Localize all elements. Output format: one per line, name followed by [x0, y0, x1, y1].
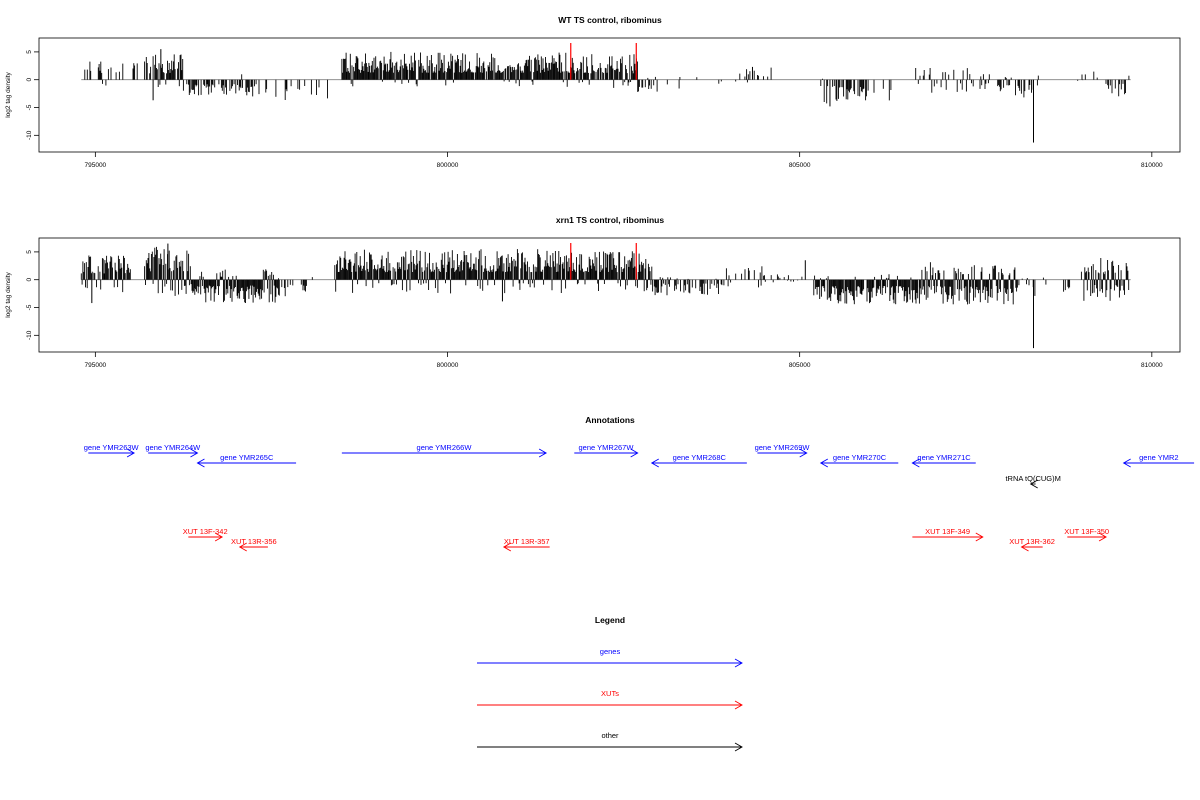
xrn1-x-tick-label-3: 810000 [1141, 362, 1163, 369]
feature-15: XUT 13R-362 [1009, 537, 1055, 552]
feature-9: gene YMR2 [1122, 453, 1195, 468]
feature-label-6: gene YMR269W [755, 443, 811, 452]
feature-12: XUT 13R-356 [231, 537, 277, 552]
feature-label-15: XUT 13R-362 [1009, 537, 1055, 546]
legend-item-2-arrowhead [734, 742, 743, 752]
legend-label-0: genes [600, 647, 621, 656]
feature-6-arrowhead [799, 448, 808, 458]
xrn1-x-tick-label-2: 805000 [789, 362, 811, 369]
feature-12-arrowhead [238, 542, 247, 552]
wt-density-panel: WT TS control, ribominus log2 tag densit… [5, 15, 1181, 169]
feature-16-arrowhead [1098, 532, 1107, 542]
feature-label-10: tRNA tQ(CUG)M [1005, 474, 1060, 483]
wt-x-tick-label-2: 805000 [789, 162, 811, 169]
feature-label-7: gene YMR270C [833, 453, 887, 462]
feature-4: gene YMR267W [574, 443, 639, 458]
feature-0-arrowhead [126, 448, 135, 458]
xrn1-x-tick-label-1: 800000 [437, 362, 459, 369]
xrn1-y-tick-label-1: -5 [26, 304, 33, 310]
feature-3-arrowhead [538, 448, 548, 458]
wt-plot-frame [38, 37, 1181, 153]
legend-item-2: other [477, 731, 743, 752]
feature-16: XUT 13F-350 [1064, 527, 1109, 542]
feature-label-14: XUT 13F-349 [925, 527, 970, 536]
feature-label-3: gene YMR266W [417, 443, 473, 452]
feature-6: gene YMR269W [755, 443, 811, 458]
legend-item-0: genes [477, 647, 743, 668]
feature-2-arrowhead [196, 458, 205, 468]
feature-8-arrowhead [911, 458, 920, 468]
feature-label-9: gene YMR2 [1139, 453, 1178, 462]
annotation-features: gene YMR263W gene YMR264W gene YMR265C gene… [84, 443, 1195, 552]
wt-y-axis-label: log2 tag density [5, 71, 12, 117]
feature-2: gene YMR265C [196, 453, 297, 468]
feature-7: gene YMR270C [819, 453, 899, 468]
feature-7-arrowhead [819, 458, 829, 468]
xrn1-density-panel: xrn1 TS control, ribominus log2 tag dens… [5, 215, 1181, 369]
xrn1-y-tick-label-3: 5 [26, 250, 33, 254]
feature-label-5: gene YMR268C [673, 453, 727, 462]
annotations-title: Annotations [585, 415, 635, 425]
feature-14: XUT 13F-349 [912, 527, 984, 542]
feature-4-arrowhead [630, 448, 639, 458]
wt-y-tick-label-1: -5 [26, 104, 33, 110]
feature-13-arrowhead [502, 542, 512, 552]
wt-y-tick-label-0: -10 [26, 130, 33, 140]
feature-8: gene YMR271C [911, 453, 976, 468]
wt-y-tick-label-2: 0 [26, 78, 33, 82]
feature-13: XUT 13R-357 [502, 537, 550, 552]
xrn1-y-axis-label: log2 tag density [5, 271, 12, 317]
feature-1-arrowhead [190, 448, 199, 458]
legend-item-1: XUTs [477, 689, 743, 710]
legend-label-1: XUTs [601, 689, 619, 698]
feature-label-11: XUT 13F-342 [183, 527, 228, 536]
wt-panel-title: WT TS control, ribominus [558, 15, 662, 25]
feature-3: gene YMR266W [341, 443, 548, 458]
feature-11: XUT 13F-342 [183, 527, 228, 542]
legend-item-1-arrowhead [734, 700, 743, 710]
wt-axes: -10 -5 0 5 795000 800000 805000 810000 [26, 50, 1163, 169]
feature-label-1: gene YMR264W [145, 443, 201, 452]
feature-10-arrowhead [1029, 479, 1038, 489]
feature-5: gene YMR268C [650, 453, 747, 468]
feature-label-8: gene YMR271C [917, 453, 971, 462]
feature-9-arrowhead [1122, 458, 1131, 468]
wt-bars [81, 43, 1131, 143]
xrn1-plot-frame [38, 237, 1181, 353]
wt-x-tick-label-1: 800000 [437, 162, 459, 169]
wt-x-tick-label-0: 795000 [84, 162, 106, 169]
feature-15-arrowhead [1020, 542, 1029, 552]
xrn1-y-tick-label-2: 0 [26, 278, 33, 282]
legend-item-0-arrowhead [734, 658, 743, 668]
feature-14-arrowhead [975, 532, 984, 542]
feature-label-13: XUT 13R-357 [504, 537, 550, 546]
feature-0: gene YMR263W [84, 443, 140, 458]
xrn1-x-tick-label-0: 795000 [84, 362, 106, 369]
xrn1-bars [80, 243, 1131, 349]
feature-label-16: XUT 13F-350 [1064, 527, 1109, 536]
feature-11-arrowhead [214, 532, 224, 542]
xrn1-y-tick-label-0: -10 [26, 330, 33, 340]
xrn1-panel-title: xrn1 TS control, ribominus [556, 215, 664, 225]
legend-title: Legend [595, 615, 625, 625]
wt-x-tick-label-3: 810000 [1141, 162, 1163, 169]
xrn1-axes: -10 -5 0 5 795000 800000 805000 810000 [26, 250, 1163, 369]
feature-10: tRNA tQ(CUG)M [1005, 474, 1061, 489]
feature-5-arrowhead [650, 458, 659, 468]
wt-y-tick-label-3: 5 [26, 50, 33, 54]
legend-panel: Legend genes XUTs other [477, 615, 743, 752]
feature-label-0: gene YMR263W [84, 443, 140, 452]
legend-label-2: other [601, 731, 619, 740]
feature-label-12: XUT 13R-356 [231, 537, 277, 546]
annotations-panel: Annotations gene YMR263W gene YMR264Wgene… [84, 415, 1195, 552]
feature-1: gene YMR264W [145, 443, 201, 458]
feature-label-2: gene YMR265C [220, 453, 274, 462]
feature-label-4: gene YMR267W [579, 443, 635, 452]
legend-items: genes XUTs other [477, 647, 743, 752]
